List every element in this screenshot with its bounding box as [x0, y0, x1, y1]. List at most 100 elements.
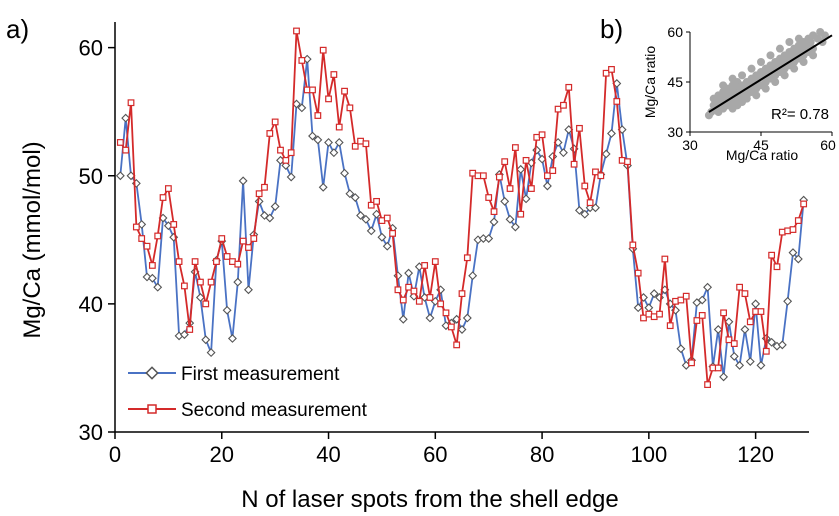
- data-point-first: [302, 54, 312, 64]
- data-point-second: [261, 183, 268, 191]
- data-point-first: [601, 149, 611, 159]
- data-point-first: [703, 282, 713, 292]
- fit-line: [708, 34, 833, 113]
- legend: First measurement Second measurement: [128, 364, 368, 421]
- data-point-second: [463, 254, 471, 262]
- data-point-first: [724, 317, 734, 327]
- data-point-first: [793, 254, 803, 264]
- data-point-second: [581, 182, 589, 190]
- data-point-first: [297, 103, 307, 113]
- data-point-first: [126, 171, 136, 181]
- x-tick-label: 60: [423, 442, 447, 467]
- r-squared-annotation: R²= 0.78: [771, 106, 829, 123]
- data-point-first: [286, 172, 296, 182]
- data-point-first: [329, 148, 339, 158]
- data-point-second: [490, 208, 498, 216]
- data-point-second: [549, 167, 557, 175]
- scatter-point: [780, 71, 789, 80]
- scatter-point: [790, 64, 799, 73]
- data-point-second: [768, 251, 776, 259]
- data-point-second: [789, 226, 797, 233]
- scatter-point: [719, 81, 728, 90]
- data-point-first: [542, 181, 552, 191]
- data-point-first: [393, 271, 403, 281]
- data-point-first: [681, 360, 691, 370]
- data-point-second: [725, 336, 733, 344]
- data-point-first: [366, 226, 376, 236]
- data-point-first: [532, 145, 542, 155]
- panel-label-b: b): [600, 14, 623, 44]
- data-point-first: [340, 168, 350, 178]
- data-point-second: [757, 308, 765, 315]
- data-point-second: [330, 71, 338, 78]
- data-point-first: [484, 234, 494, 243]
- data-point-first: [430, 296, 440, 306]
- y-tick-label: 50: [79, 164, 103, 189]
- data-point-second: [159, 194, 167, 201]
- x-tick-label: 100: [630, 442, 667, 467]
- main-chart: a) 30 40 50 60 0 20 40 60 80 100 120 N of laser sp…: [6, 14, 809, 513]
- data-point-second: [367, 201, 375, 209]
- data-point-second: [746, 318, 754, 326]
- data-point-first: [767, 337, 777, 347]
- data-point-second: [485, 194, 493, 201]
- data-point-first: [713, 325, 723, 334]
- data-point-first: [745, 357, 755, 366]
- data-point-second: [298, 57, 306, 64]
- data-point-first: [558, 148, 568, 158]
- data-point-first: [345, 189, 355, 199]
- data-point-second: [138, 235, 146, 242]
- data-point-second: [293, 27, 300, 35]
- data-point-second: [341, 87, 348, 95]
- data-point-second: [431, 258, 439, 265]
- data-point-first: [206, 348, 216, 358]
- inset-y-tick-label: 30: [667, 124, 683, 140]
- data-point-second: [736, 283, 743, 291]
- data-point-second: [714, 364, 722, 372]
- data-point-second: [613, 98, 621, 105]
- scatter-point: [752, 91, 761, 100]
- data-point-second: [677, 296, 685, 304]
- data-point-second: [170, 221, 178, 228]
- data-point-first: [516, 164, 526, 174]
- data-point-second: [453, 341, 461, 349]
- data-point-second: [570, 160, 578, 168]
- scatter-point: [747, 64, 756, 73]
- data-point-second: [410, 287, 418, 295]
- data-point-second: [421, 262, 429, 269]
- data-point-second: [666, 322, 674, 330]
- scatter-point: [738, 71, 747, 80]
- data-point-first: [574, 205, 584, 215]
- scatter-point: [742, 94, 751, 103]
- data-point-second: [458, 290, 466, 298]
- data-point-first: [676, 344, 686, 354]
- scatter-point: [775, 44, 784, 53]
- data-point-second: [202, 300, 210, 308]
- data-point-first: [735, 360, 745, 370]
- data-point-first: [420, 293, 430, 302]
- data-point-second: [730, 340, 738, 347]
- legend-marker-first: [145, 366, 159, 380]
- data-point-second: [399, 296, 407, 304]
- x-axis-title: N of laser spots from the shell edge: [241, 486, 619, 513]
- main-ticks: 30 40 50 60 0 20 40 60 80 100 120: [79, 36, 774, 467]
- inset-x-tick-label: 45: [753, 137, 769, 153]
- main-axes: [114, 22, 809, 433]
- data-point-first: [548, 152, 558, 161]
- legend-label-first: First measurement: [181, 364, 340, 385]
- data-point-first: [719, 372, 729, 382]
- data-point-second: [394, 286, 402, 294]
- data-point-second: [479, 172, 487, 180]
- data-point-second: [271, 118, 279, 126]
- data-point-second: [773, 263, 781, 271]
- data-point-second: [143, 242, 151, 250]
- data-point-second: [597, 172, 605, 180]
- data-point-second: [234, 260, 242, 268]
- data-point-first: [398, 314, 408, 324]
- scatter-point: [809, 51, 818, 60]
- data-point-second: [148, 262, 156, 269]
- data-point-second: [565, 83, 573, 91]
- data-point-second: [720, 309, 727, 317]
- data-point-first: [361, 214, 371, 224]
